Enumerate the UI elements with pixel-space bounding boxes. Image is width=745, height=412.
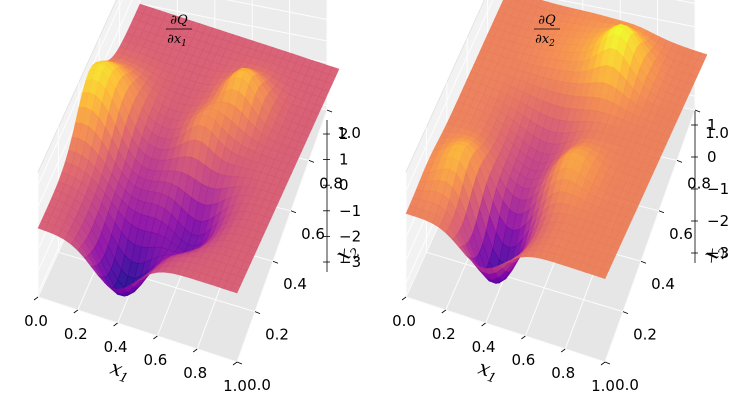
z-tick-label: 1 bbox=[339, 151, 349, 169]
x-tick-label: 0.4 bbox=[472, 338, 496, 356]
y-tick-mark bbox=[290, 210, 297, 214]
y-tick-mark bbox=[326, 109, 333, 113]
grid-line bbox=[405, 0, 696, 191]
surface bbox=[405, 0, 708, 284]
surface-patch bbox=[229, 283, 241, 294]
z-tick-label: 2 bbox=[339, 125, 349, 143]
title-sub: 2 bbox=[548, 39, 555, 49]
x-tick-mark bbox=[441, 309, 447, 314]
title-numerator: ∂Q bbox=[538, 13, 556, 28]
y-tick-mark bbox=[640, 260, 647, 264]
y-tick-mark bbox=[272, 260, 279, 264]
x-tick-mark bbox=[560, 348, 566, 353]
grid-line bbox=[236, 109, 328, 363]
y-tick-mark bbox=[676, 160, 683, 163]
z-tick-label: −1 bbox=[707, 180, 729, 198]
y-tick-mark bbox=[658, 210, 665, 214]
x-tick-mark bbox=[600, 361, 606, 366]
y-tick-mark bbox=[308, 160, 315, 163]
z-tick-label: 0 bbox=[339, 176, 349, 194]
x-tick-label: 1.0 bbox=[591, 377, 615, 395]
x-tick-label: 0.8 bbox=[551, 364, 575, 382]
x-tick-label: 0.4 bbox=[104, 338, 128, 356]
x-tick-mark bbox=[113, 322, 118, 327]
x-axis-label-sub: 1 bbox=[117, 370, 130, 387]
z-tick-label: 1 bbox=[707, 116, 717, 134]
x-tick-label: 0.2 bbox=[64, 325, 88, 343]
y-tick-label: 0.8 bbox=[319, 174, 343, 192]
z-tick-label: −1 bbox=[339, 202, 361, 220]
y-tick-label: 1.0 bbox=[337, 124, 361, 142]
subplot-2: 0.00.20.40.60.81.0x1 0.00.20.40.60.81.0x2… bbox=[392, 0, 731, 395]
grid-line bbox=[426, 251, 624, 313]
y-tick-mark bbox=[604, 361, 611, 365]
y-tick-mark bbox=[694, 109, 701, 113]
subplot-1: 0.00.20.40.60.81.0x1 0.00.20.40.60.81.0x2… bbox=[24, 0, 363, 395]
surface-patch bbox=[597, 268, 609, 280]
x-tick-mark bbox=[153, 335, 158, 340]
x-tick-label: 0.0 bbox=[392, 312, 416, 330]
z-tick-label: −3 bbox=[707, 244, 729, 262]
x-axis-label-sub: 1 bbox=[485, 370, 498, 387]
x-tick-label: 1.0 bbox=[223, 377, 247, 395]
x-tick-label: 0.6 bbox=[511, 351, 535, 369]
z-tick-label: −3 bbox=[339, 253, 361, 271]
x-tick-mark bbox=[401, 296, 407, 301]
x-axis-label: x1 bbox=[475, 355, 502, 387]
x-tick-mark bbox=[73, 309, 79, 314]
grid-line bbox=[37, 296, 238, 363]
grid-line bbox=[604, 109, 696, 363]
x-tick-label: 0.0 bbox=[24, 312, 48, 330]
y-tick-mark bbox=[236, 361, 243, 365]
grid-line bbox=[405, 296, 606, 363]
title-numerator: ∂Q bbox=[170, 13, 188, 28]
x-tick-mark bbox=[33, 296, 39, 301]
y-axis: 0.00.20.40.60.81.0x2 bbox=[604, 109, 731, 394]
y-tick-label: 0.4 bbox=[651, 275, 675, 293]
z-tick-label: 0 bbox=[707, 148, 717, 166]
x-tick-mark bbox=[481, 322, 486, 327]
y-tick-label: 0.6 bbox=[301, 225, 325, 243]
x-tick-label: 0.6 bbox=[143, 351, 167, 369]
x-tick-mark bbox=[521, 335, 526, 340]
y-tick-label: 0.6 bbox=[669, 225, 693, 243]
grid-line bbox=[37, 0, 328, 207]
y-tick-mark bbox=[254, 311, 261, 314]
title-sub: 1 bbox=[181, 39, 187, 49]
y-tick-label: 0.0 bbox=[615, 376, 639, 394]
z-axis: 2 1 0 −1 −2 −3 bbox=[323, 120, 361, 272]
z-tick-label: −2 bbox=[339, 227, 361, 245]
y-tick-label: 0.2 bbox=[633, 326, 657, 344]
x-tick-mark bbox=[192, 348, 198, 353]
z-axis: 1 0 −1 −2 −3 bbox=[691, 111, 729, 263]
y-tick-label: 0.0 bbox=[247, 376, 271, 394]
x-axis-label: x1 bbox=[107, 355, 134, 387]
y-tick-label: 0.2 bbox=[265, 326, 289, 344]
z-tick-label: −2 bbox=[707, 212, 729, 230]
grid-line bbox=[37, 0, 123, 186]
x-tick-mark bbox=[232, 361, 238, 366]
y-tick-label: 0.8 bbox=[687, 174, 711, 192]
x-tick-label: 0.8 bbox=[183, 364, 207, 382]
y-tick-label: 0.4 bbox=[283, 275, 307, 293]
y-tick-label: 1.0 bbox=[705, 124, 729, 142]
x-tick-label: 0.2 bbox=[432, 325, 456, 343]
y-tick-mark bbox=[622, 311, 629, 314]
surface bbox=[37, 3, 340, 297]
